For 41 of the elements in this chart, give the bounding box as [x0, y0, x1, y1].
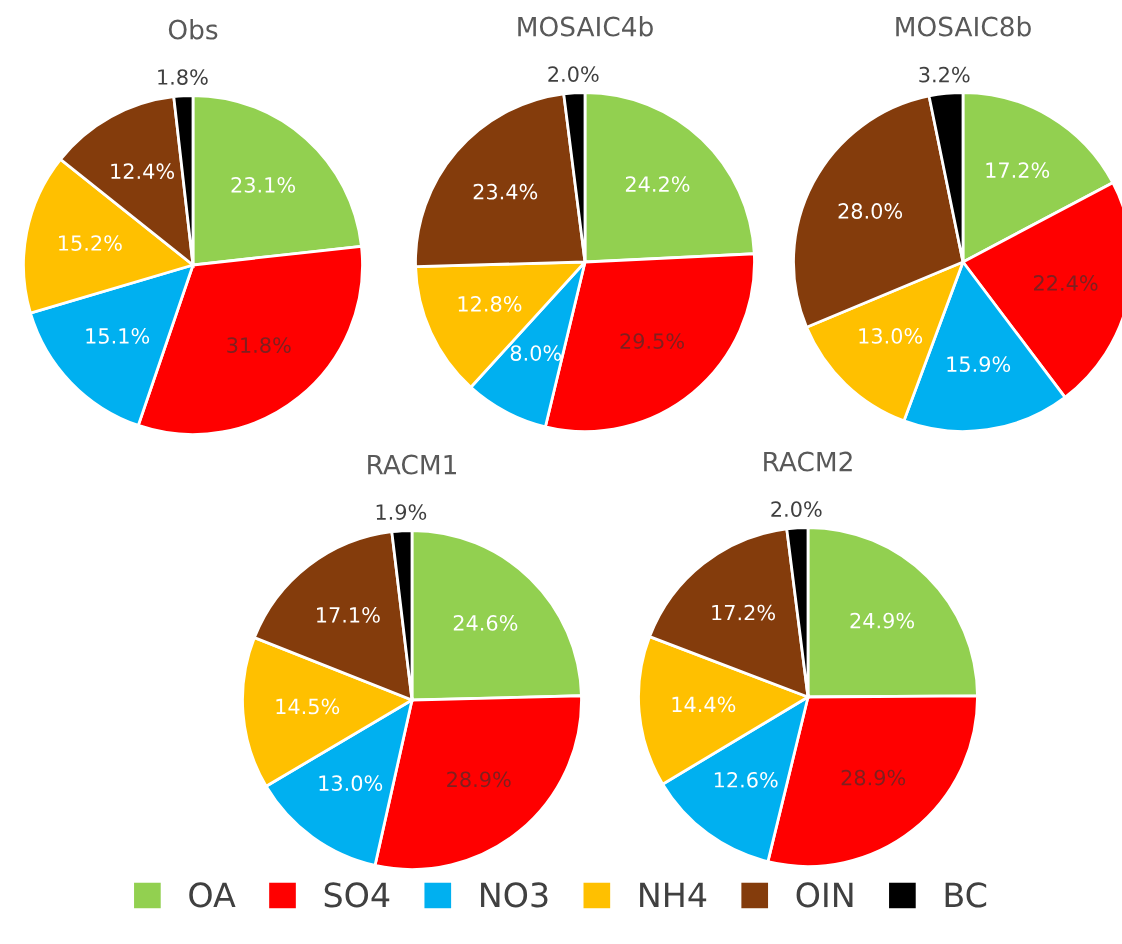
legend-label: SO4 — [324, 882, 390, 908]
chart-title: RACM2 — [764, 451, 852, 472]
chart-title: MOSAIC8b — [896, 16, 1031, 37]
legend-label: OA — [189, 882, 236, 908]
data-label: 12.8% — [458, 296, 522, 312]
data-label: 17.2% — [986, 162, 1050, 179]
data-label: 22.4% — [1034, 275, 1098, 291]
legend-label: BC — [945, 882, 987, 908]
data-label: 23.4% — [473, 183, 538, 200]
data-label: 31.8% — [227, 337, 291, 353]
data-label: 13.0% — [319, 775, 383, 792]
chart-title: RACM1 — [368, 454, 456, 475]
data-label: 1.9% — [376, 504, 427, 520]
data-label: 28.9% — [841, 769, 906, 786]
data-label: 12.6% — [714, 771, 778, 788]
data-label: 15.1% — [86, 328, 150, 344]
chart-title: Obs — [168, 19, 218, 40]
data-label: 8.0% — [510, 345, 562, 361]
data-label: 15.2% — [59, 235, 122, 251]
data-label: 17.2% — [712, 604, 776, 621]
data-label: 23.1% — [231, 176, 296, 193]
data-label: 28.9% — [447, 771, 511, 788]
chart-title: MOSAIC4b — [518, 16, 653, 37]
data-label: 24.2% — [625, 176, 690, 192]
data-label: 24.6% — [453, 615, 518, 631]
data-label: 14.5% — [276, 698, 340, 715]
data-label: 29.5% — [620, 333, 684, 349]
data-label: 12.4% — [111, 163, 175, 180]
data-label: 14.4% — [672, 696, 736, 713]
data-label: 2.0% — [548, 66, 599, 82]
data-label: 13.0% — [859, 328, 923, 344]
data-label: 24.9% — [850, 612, 915, 629]
legend-label: OIN — [796, 882, 853, 908]
legend-label: NO3 — [481, 882, 548, 908]
data-label: 2.0% — [771, 501, 822, 517]
data-label: 28.0% — [838, 203, 903, 219]
legend-label: NH4 — [640, 882, 707, 908]
data-label: 3.2% — [919, 66, 970, 83]
data-label: 15.9% — [947, 356, 1011, 373]
data-label: 1.8% — [158, 69, 208, 85]
data-label: 17.1% — [317, 607, 380, 623]
